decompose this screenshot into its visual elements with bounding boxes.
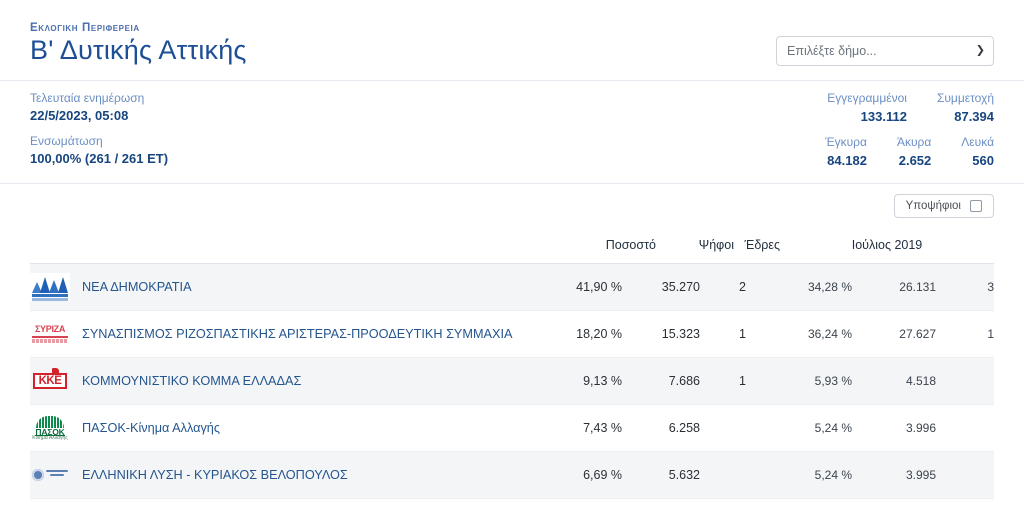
header-votes: Ψήφοι bbox=[698, 237, 734, 252]
checkbox-icon[interactable] bbox=[970, 200, 982, 213]
party-logo-cell bbox=[30, 273, 82, 302]
stat-incorporation-value: 100,00% (261 / 261 ΕΤ) bbox=[30, 150, 169, 166]
page-title: Β' Δυτικής Αττικής bbox=[30, 35, 247, 65]
party-logo-cell: ΠΑΣΟΚ Κίνημα Αλλαγής bbox=[30, 414, 82, 442]
results-table: Ποσοστό Ψήφοι Έδρες Ιούλιος 2019 ΝΕΑ ΔΗΜ… bbox=[0, 226, 1024, 500]
party-prev-votes: 3.995 bbox=[905, 468, 936, 483]
page-eyebrow: Εκλογικη Περιφερεια bbox=[30, 22, 140, 34]
party-name[interactable]: ΠΑΣΟΚ-Κίνημα Αλλαγής bbox=[82, 421, 220, 436]
kke-logo-text: KKE bbox=[33, 373, 67, 390]
party-name[interactable]: ΣΥΝΑΣΠΙΣΜΟΣ ΡΙΖΟΣΠΑΣΤΙΚΗΣ ΑΡΙΣΤΕΡΑΣ-ΠΡΟΟ… bbox=[82, 327, 513, 342]
party-percent: 7,43 % bbox=[583, 421, 622, 436]
party-logo-cell: ΣΥΡΙΖΑ bbox=[30, 320, 82, 348]
party-prev-percent: 5,93 % bbox=[814, 374, 852, 389]
stat-blank-label: Λευκά bbox=[961, 135, 994, 150]
stat-invalid-label: Άκυρα bbox=[896, 135, 932, 150]
municipality-select[interactable]: Επιλέξτε δήμο... bbox=[776, 36, 994, 66]
header-seats: Έδρες bbox=[744, 237, 780, 252]
party-name[interactable]: ΝΕΑ ΔΗΜΟΚΡΑΤΙΑ bbox=[82, 280, 192, 295]
pasok-logo-subtext: Κίνημα Αλλαγής bbox=[32, 435, 68, 442]
party-votes: 15.323 bbox=[661, 327, 700, 342]
table-row[interactable]: ΕΛΛΗΝΙΚΗ ΛΥΣΗ - ΚΥΡΙΑΚΟΣ ΒΕΛΟΠΟΥΛΟΣ 6,69… bbox=[30, 452, 994, 500]
stat-blank-value: 560 bbox=[972, 152, 994, 168]
stat-incorporation-label: Ενσωμάτωση bbox=[30, 134, 103, 149]
pasok-logo-text: ΠΑΣΟΚ bbox=[35, 427, 65, 438]
party-prev-votes: 3.996 bbox=[905, 421, 936, 436]
header-percent: Ποσοστό bbox=[605, 237, 656, 252]
party-seats: 2 bbox=[739, 280, 746, 295]
table-row[interactable]: ΠΑΣΟΚ Κίνημα Αλλαγής ΠΑΣΟΚ-Κίνημα Αλλαγή… bbox=[30, 405, 994, 453]
stat-invalid: Άκυρα 2.652 bbox=[897, 135, 931, 169]
syriza-logo-icon: ΣΥΡΙΖΑ bbox=[30, 320, 70, 348]
municipality-select-box[interactable]: Επιλέξτε δήμο... ❯ bbox=[776, 36, 994, 66]
party-votes: 35.270 bbox=[661, 280, 700, 295]
stat-last-update-value: 22/5/2023, 05:08 bbox=[30, 107, 129, 123]
party-prev-percent: 34,28 % bbox=[807, 280, 852, 295]
stat-registered-value: 133.112 bbox=[860, 108, 907, 124]
municipality-select-wrap: Επιλέξτε δήμο... ❯ bbox=[776, 36, 994, 66]
stat-incorporation: Ενσωμάτωση 100,00% (261 / 261 ΕΤ) bbox=[30, 134, 168, 167]
table-row[interactable]: ΣΥΡΙΖΑ ΣΥΝΑΣΠΙΣΜΟΣ ΡΙΖΟΣΠΑΣΤΙΚΗΣ ΑΡΙΣΤΕΡ… bbox=[30, 311, 994, 359]
party-votes: 7.686 bbox=[668, 374, 700, 389]
stat-last-update-label: Τελευταία ενημέρωση bbox=[30, 91, 145, 105]
party-prev-percent: 5,24 % bbox=[814, 421, 852, 436]
party-logo-cell: KKE bbox=[30, 367, 82, 395]
header-previous-election: Ιούλιος 2019 bbox=[851, 237, 923, 252]
party-percent: 9,13 % bbox=[583, 374, 622, 389]
party-percent: 41,90 % bbox=[576, 280, 622, 295]
party-votes: 6.258 bbox=[668, 421, 700, 436]
party-percent: 18,20 % bbox=[576, 327, 622, 342]
party-name[interactable]: ΕΛΛΗΝΙΚΗ ΛΥΣΗ - ΚΥΡΙΑΚΟΣ ΒΕΛΟΠΟΥΛΟΣ bbox=[82, 468, 348, 483]
nd-logo-icon bbox=[30, 273, 70, 302]
stats-right-column: Εγγεγραμμένοι 133.112 Συμμετοχή 87.394 Έ… bbox=[825, 91, 994, 169]
party-prev-votes: 26.131 bbox=[899, 280, 936, 295]
party-prev-seats: 1 bbox=[987, 327, 994, 342]
party-prev-votes: 27.627 bbox=[899, 327, 936, 342]
stat-registered-label: Εγγεγραμμένοι bbox=[827, 91, 907, 105]
candidates-toggle-label: Υποψήφιοι bbox=[905, 200, 961, 213]
party-seats: 1 bbox=[739, 374, 746, 389]
stat-blank: Λευκά 560 bbox=[961, 135, 994, 169]
party-seats: 1 bbox=[739, 327, 746, 342]
stat-invalid-value: 2.652 bbox=[898, 152, 932, 168]
stat-turnout-label: Συμμετοχή bbox=[936, 91, 994, 105]
stat-valid-label: Έγκυρα bbox=[825, 135, 867, 150]
stat-valid-value: 84.182 bbox=[827, 152, 867, 168]
table-row[interactable]: ΝΕΑ ΔΗΜΟΚΡΑΤΙΑ 41,90 % 35.270 2 34,28 % … bbox=[30, 264, 994, 312]
party-percent: 6,69 % bbox=[583, 468, 622, 483]
stats-row-ballots: Έγκυρα 84.182 Άκυρα 2.652 Λευκά 560 bbox=[825, 135, 994, 169]
party-votes: 5.632 bbox=[668, 468, 700, 483]
candidates-toggle-button[interactable]: Υποψήφιοι bbox=[893, 194, 994, 219]
stat-valid: Έγκυρα 84.182 bbox=[825, 135, 867, 169]
syriza-logo-text: ΣΥΡΙΖΑ bbox=[34, 324, 66, 335]
title-block: Εκλογικη Περιφερεια Β' Δυτικής Αττικής bbox=[30, 22, 247, 66]
party-prev-percent: 36,24 % bbox=[807, 327, 852, 342]
party-name[interactable]: ΚΟΜΜΟΥΝΙΣΤΙΚΟ ΚΟΜΜΑ ΕΛΛΑΔΑΣ bbox=[82, 374, 302, 389]
pasok-logo-icon: ΠΑΣΟΚ Κίνημα Αλλαγής bbox=[30, 414, 70, 442]
stat-turnout-value: 87.394 bbox=[954, 108, 994, 124]
table-row[interactable]: KKE ΚΟΜΜΟΥΝΙΣΤΙΚΟ ΚΟΜΜΑ ΕΛΛΑΔΑΣ 9,13 % 7… bbox=[30, 358, 994, 406]
elliniki-lysi-logo-icon bbox=[30, 461, 70, 489]
stat-registered: Εγγεγραμμένοι 133.112 bbox=[827, 91, 907, 125]
stat-last-update: Τελευταία ενημέρωση 22/5/2023, 05:08 bbox=[30, 91, 168, 124]
stats-row-registered: Εγγεγραμμένοι 133.112 Συμμετοχή 87.394 bbox=[827, 91, 994, 125]
party-prev-votes: 4.518 bbox=[905, 374, 936, 389]
party-prev-percent: 5,24 % bbox=[814, 468, 852, 483]
page-header: Εκλογικη Περιφερεια Β' Δυτικής Αττικής Ε… bbox=[0, 0, 1024, 81]
stats-left-column: Τελευταία ενημέρωση 22/5/2023, 05:08 Ενσ… bbox=[30, 91, 168, 167]
kke-logo-icon: KKE bbox=[30, 367, 70, 395]
party-logo-cell bbox=[30, 461, 82, 489]
party-prev-seats: 3 bbox=[987, 280, 994, 295]
table-toolbar: Υποψήφιοι bbox=[0, 184, 1024, 226]
table-header-row: Ποσοστό Ψήφοι Έδρες Ιούλιος 2019 bbox=[30, 226, 994, 265]
stat-turnout: Συμμετοχή 87.394 bbox=[937, 91, 994, 125]
summary-stats: Τελευταία ενημέρωση 22/5/2023, 05:08 Ενσ… bbox=[0, 81, 1024, 185]
